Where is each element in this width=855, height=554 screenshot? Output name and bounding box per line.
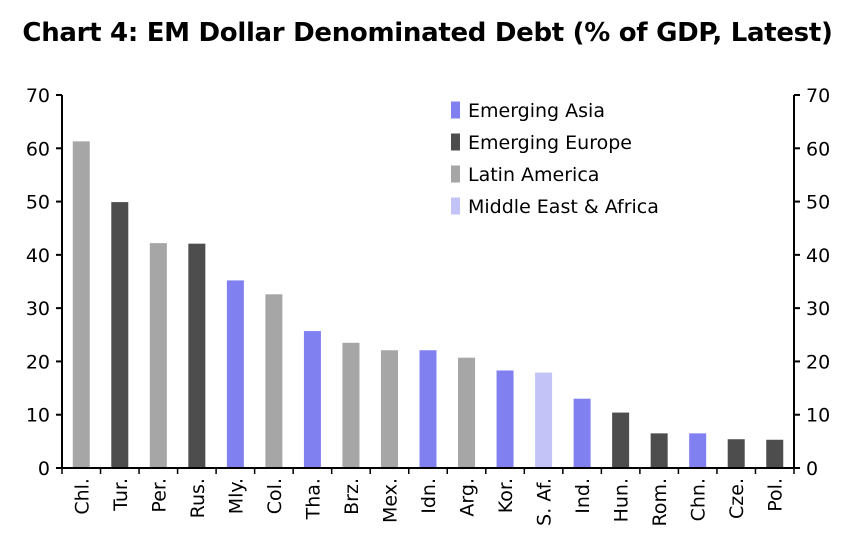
- bar-mly: [226, 280, 244, 468]
- legend-label: Middle East & Africa: [468, 196, 659, 218]
- bar-chn: [689, 433, 707, 468]
- right-y-tick-label: 50: [806, 192, 830, 214]
- x-tick-label: Arg.: [457, 478, 479, 517]
- x-tick-label: S. Af.: [534, 478, 556, 526]
- legend-swatch: [451, 133, 460, 151]
- left-y-tick-label: 30: [26, 298, 50, 320]
- right-y-tick-label: 20: [806, 351, 830, 373]
- x-tick-label: Tur.: [110, 478, 132, 512]
- x-tick-label: Kor.: [495, 478, 517, 513]
- bar-rom: [650, 433, 668, 468]
- x-tick-label: Cze.: [726, 478, 748, 519]
- right-y-tick-label: 30: [806, 298, 830, 320]
- x-tick-label: Idn.: [418, 478, 440, 514]
- bar-per: [149, 243, 167, 468]
- x-tick-label: Ind.: [572, 478, 594, 514]
- x-tick-label: Chl.: [71, 478, 93, 515]
- x-tick-label: Pol.: [765, 478, 787, 512]
- left-y-tick-label: 0: [38, 458, 50, 480]
- bar-chl: [72, 141, 90, 469]
- bar-rus: [188, 243, 206, 468]
- x-tick-label: Chn.: [688, 478, 710, 521]
- bar-hun: [612, 412, 630, 468]
- bar-ind: [573, 398, 591, 468]
- bar-col: [265, 294, 283, 468]
- bar-pol: [766, 439, 784, 468]
- bar-tur: [111, 202, 129, 468]
- bar-cze: [727, 439, 745, 468]
- left-y-tick-label: 70: [26, 85, 50, 107]
- bar-saf: [535, 372, 553, 468]
- bar-brz: [342, 342, 360, 468]
- x-tick-label: Rom.: [649, 478, 671, 527]
- left-y-tick-label: 20: [26, 351, 50, 373]
- left-y-tick-label: 50: [26, 192, 50, 214]
- right-y-tick-label: 60: [806, 138, 830, 160]
- bar-arg: [458, 357, 476, 468]
- legend-label: Latin America: [468, 164, 599, 186]
- x-tick-label: Tha.: [302, 478, 324, 520]
- chart-title: Chart 4: EM Dollar Denominated Debt (% o…: [22, 18, 833, 48]
- legend-label: Emerging Europe: [468, 132, 632, 154]
- x-tick-label: Col.: [264, 478, 286, 514]
- x-tick-label: Brz.: [341, 478, 363, 515]
- bar-idn: [419, 350, 437, 468]
- legend-swatch: [451, 165, 460, 183]
- left-y-tick-label: 40: [26, 245, 50, 267]
- right-y-tick-label: 40: [806, 245, 830, 267]
- x-tick-label: Per.: [148, 478, 170, 513]
- bar-mex: [380, 350, 398, 468]
- right-y-tick-label: 10: [806, 405, 830, 427]
- x-tick-label: Rus.: [187, 478, 209, 518]
- right-y-tick-label: 0: [806, 458, 818, 480]
- x-tick-label: Mly.: [225, 478, 247, 514]
- legend-label: Emerging Asia: [468, 100, 605, 122]
- right-y-tick-label: 70: [806, 85, 830, 107]
- x-tick-label: Mex.: [379, 478, 401, 523]
- left-y-tick-label: 10: [26, 405, 50, 427]
- legend-swatch: [451, 197, 460, 215]
- x-tick-label: Hun.: [611, 478, 633, 522]
- legend-swatch: [451, 101, 460, 119]
- bar-tha: [303, 331, 321, 468]
- left-y-tick-label: 60: [26, 138, 50, 160]
- bar-kor: [496, 370, 514, 468]
